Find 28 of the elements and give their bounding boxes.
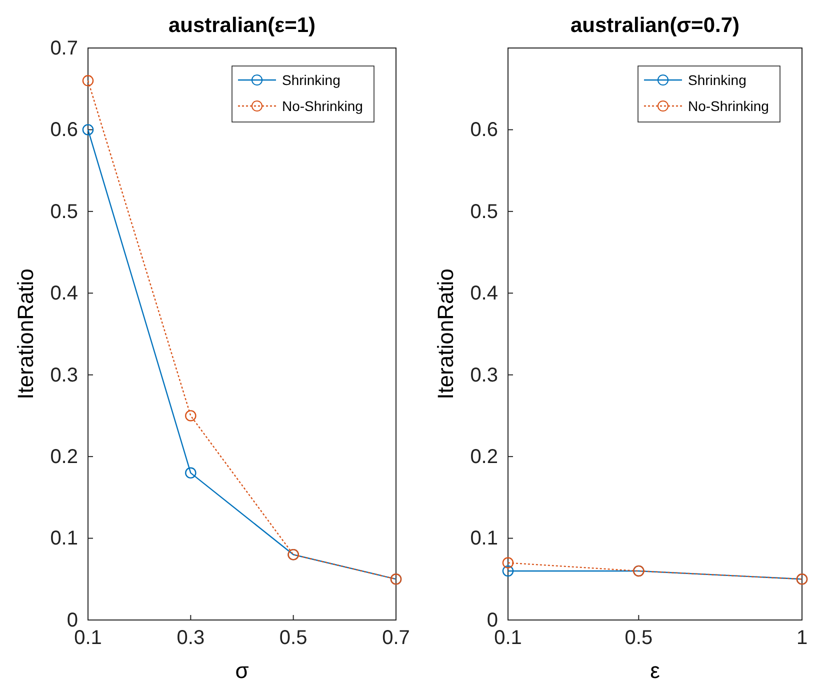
y-axis-title: IterationRatio: [13, 268, 38, 400]
y-tick-label: 0.5: [50, 200, 78, 223]
legend-label: No-Shrinking: [282, 98, 363, 114]
y-tick-label: 0.2: [470, 446, 498, 468]
y-tick-label: 0.3: [50, 364, 78, 386]
x-axis-title: σ: [235, 658, 250, 683]
y-tick-label: 0.7: [50, 37, 78, 60]
x-tick-label: 1: [796, 627, 808, 650]
x-tick-label: 0.5: [624, 627, 653, 650]
x-axis-title: ε: [650, 658, 660, 683]
y-tick-label: 0.5: [470, 200, 498, 223]
x-tick-label: 0.7: [382, 627, 410, 650]
legend-label: Shrinking: [282, 72, 340, 88]
y-tick-label: 0.1: [470, 528, 498, 550]
y-tick-label: 0.6: [470, 119, 498, 142]
y-tick-label: 0.4: [470, 282, 498, 305]
y-tick-label: 0.2: [50, 446, 78, 468]
y-axis-title: IterationRatio: [433, 268, 458, 400]
x-tick-label: 0.5: [279, 627, 308, 650]
y-tick-label: 0.1: [50, 528, 78, 550]
legend-label: No-Shrinking: [688, 98, 769, 114]
y-tick-label: 0.6: [50, 119, 78, 142]
y-tick-label: 0.3: [470, 364, 498, 386]
legend-label: Shrinking: [688, 72, 746, 88]
y-tick-label: 0.4: [50, 282, 78, 305]
x-tick-label: 0.3: [176, 627, 205, 650]
chart-title: australian(ε=1): [168, 14, 316, 37]
chart-title: australian(σ=0.7): [570, 14, 740, 37]
